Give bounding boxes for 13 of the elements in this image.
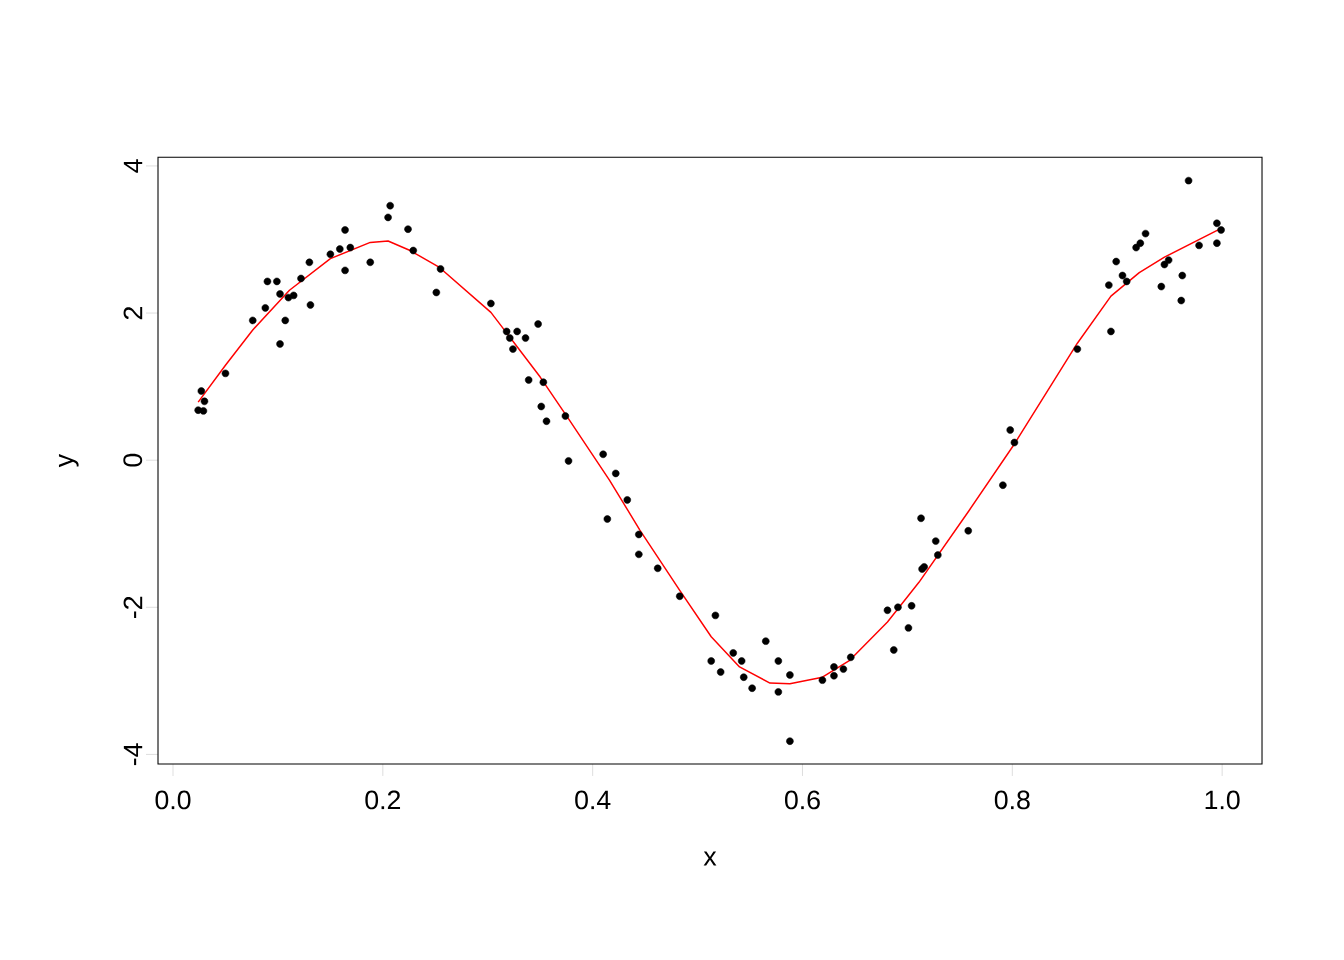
y-axis-title: y <box>58 454 79 468</box>
y-tick-label: 0 <box>123 453 143 467</box>
x-tick-label: 0.6 <box>785 790 820 810</box>
x-axis-title: x <box>703 851 717 866</box>
x-tick-label: 0.8 <box>994 790 1030 810</box>
x-tick-label: 1.0 <box>1205 790 1240 810</box>
x-tick-label: 0.0 <box>155 790 191 810</box>
y-tick-label: 2 <box>123 306 143 320</box>
x-tick-label: 0.2 <box>365 790 401 810</box>
y-tick-label: -2 <box>123 596 143 618</box>
x-tick-label: 0.4 <box>575 790 611 810</box>
y-tick-label: -4 <box>123 743 143 766</box>
y-tick-label: 4 <box>123 159 143 173</box>
